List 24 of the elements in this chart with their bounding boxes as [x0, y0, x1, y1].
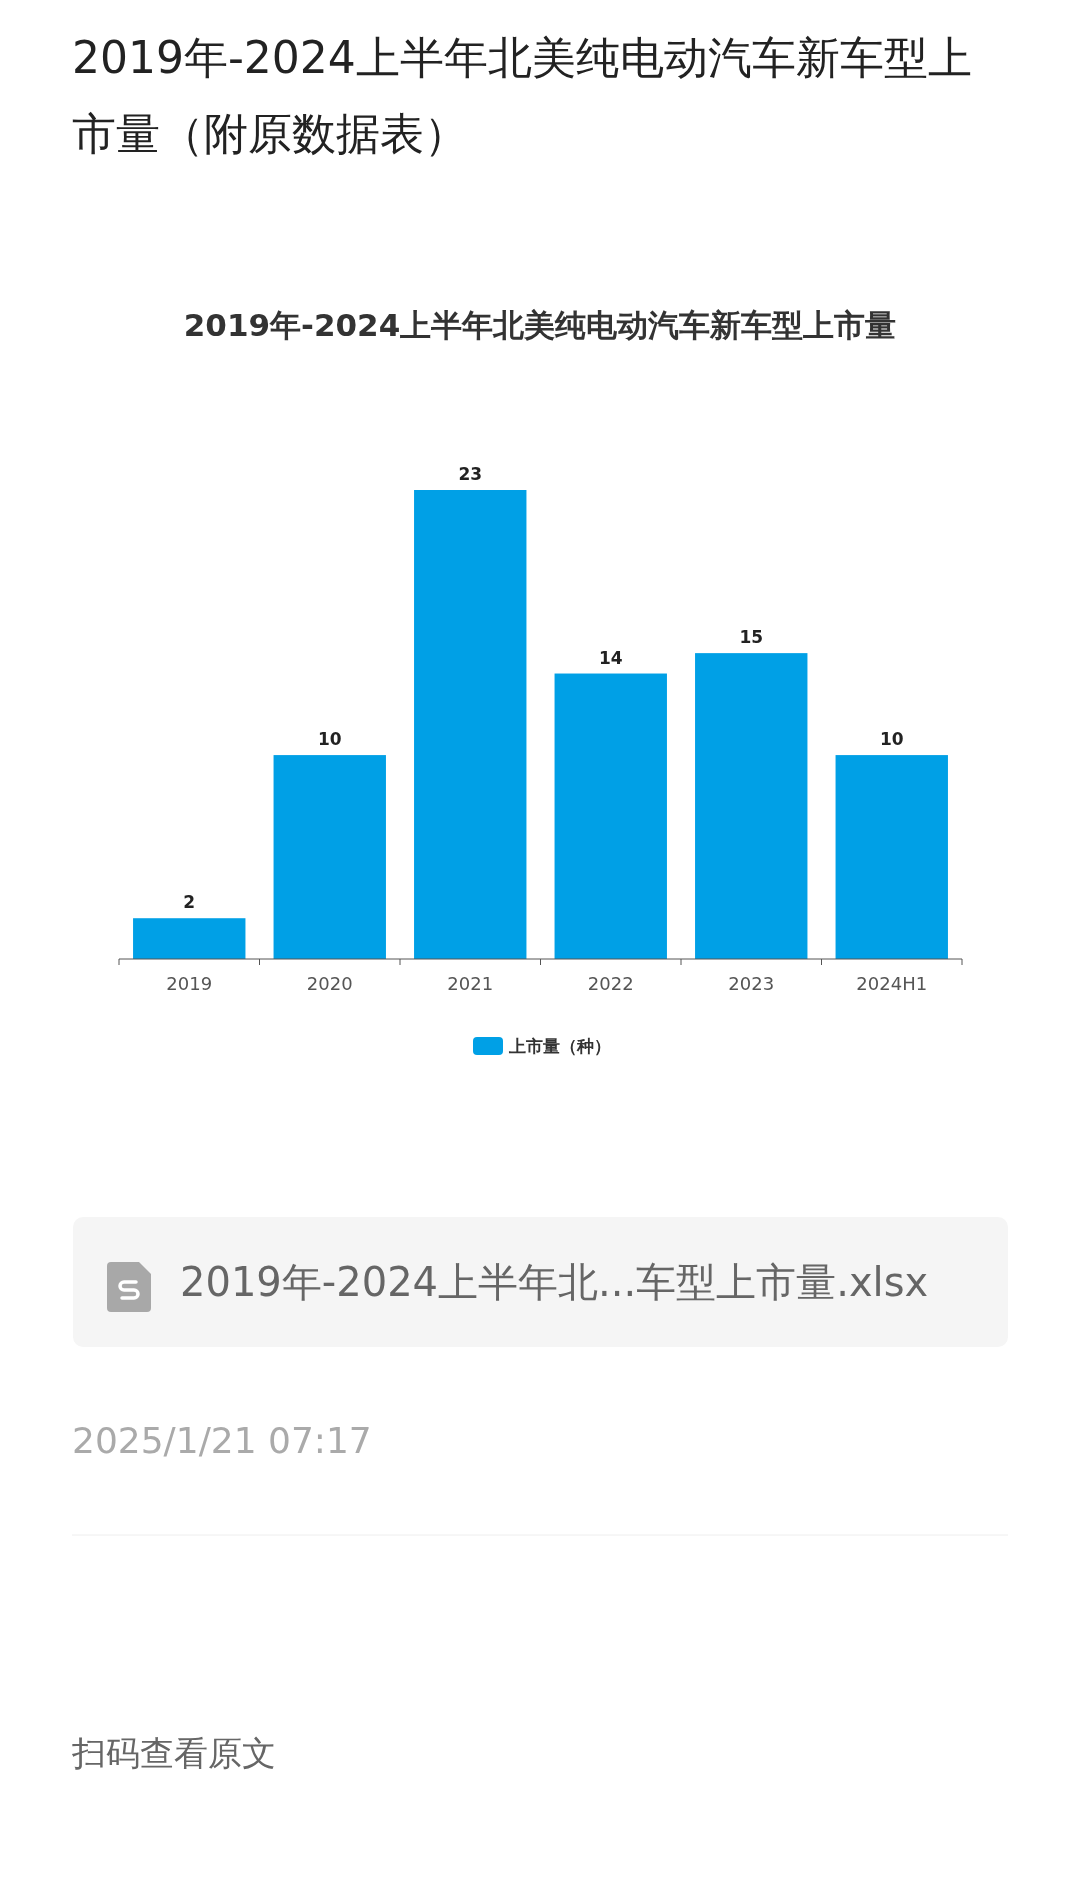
x-tick-label: 2022: [587, 973, 634, 994]
chart-subtitle: 2019年-2024上半年北美纯电动汽车新车型上市量: [183, 307, 897, 343]
bar: [273, 755, 386, 959]
x-tick-label: 2021: [447, 973, 494, 994]
legend-label: 上市量（种）: [508, 1036, 611, 1056]
bar: [133, 918, 246, 959]
chart-title: 2019年-2024上半年北美纯电动汽车新车型上市量（附原数据表）: [72, 31, 973, 161]
data-label: 2: [183, 892, 196, 913]
data-label: 15: [739, 627, 764, 648]
x-tick-label: 2024H1: [856, 973, 928, 994]
x-tick-label: 2019: [166, 973, 213, 994]
bar: [414, 490, 527, 959]
x-tick-label: 2020: [306, 973, 353, 994]
bar: [695, 653, 808, 959]
data-label: 10: [879, 729, 904, 750]
data-label: 23: [458, 464, 483, 484]
bar: [554, 673, 667, 959]
text: 2019年-2024上半年北...车型上市量.xlsx: [180, 1259, 929, 1305]
text: 2025/1/21 07:17: [72, 1420, 372, 1461]
x-tick-label: 2023: [728, 973, 775, 994]
data-label: 14: [598, 647, 623, 668]
bar: [835, 755, 948, 959]
text: 扫码查看原文: [71, 1733, 276, 1773]
data-label: 10: [317, 729, 342, 750]
